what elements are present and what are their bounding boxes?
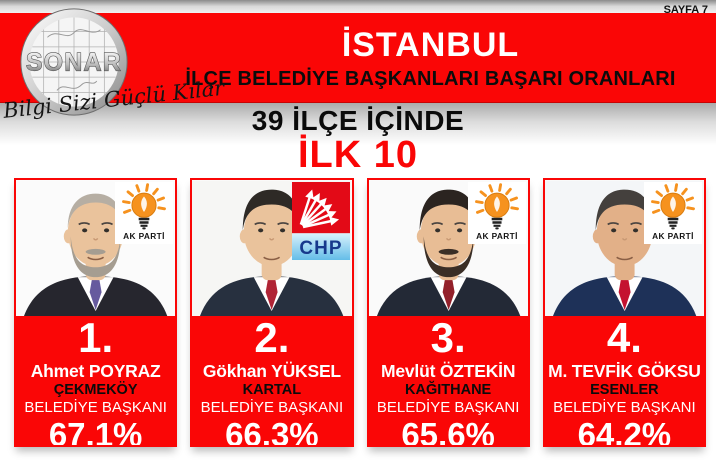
- sonar-logo: SONAR: [19, 7, 129, 117]
- mayor-photo: AK PARTİ: [16, 180, 176, 316]
- heading-line2: İLK 10: [297, 134, 419, 176]
- district-name: KARTAL: [242, 382, 302, 398]
- akparti-logo: AK PARTİ: [467, 182, 526, 244]
- district-name: KAĞITHANE: [405, 382, 492, 398]
- card-info: 4. M. TEVFİK GÖKSU ESENLER BELEDİYE BAŞK…: [544, 316, 704, 446]
- akparti-logo-icon: AK PARTİ: [115, 182, 174, 244]
- mayor-card: AK PARTİ 3. Mevlüt ÖZTEKİN KAĞITHANE BEL…: [366, 178, 530, 447]
- person-avatar: [16, 180, 176, 316]
- card-info: 3. Mevlüt ÖZTEKİN KAĞITHANE BELEDİYE BAŞ…: [368, 316, 528, 446]
- card-info: 1. Ahmet POYRAZ ÇEKMEKÖY BELEDİYE BAŞKAN…: [16, 316, 176, 446]
- mayor-photo: CHP: [192, 180, 352, 316]
- akparti-logo: AK PARTİ: [115, 182, 174, 244]
- success-rate: 66,3%: [225, 416, 319, 446]
- mayor-photo: AK PARTİ: [368, 180, 528, 316]
- mayor-cards-row: AK PARTİ 1. Ahmet POYRAZ ÇEKMEKÖY BELEDİ…: [14, 178, 706, 447]
- success-rate: 65,6%: [401, 416, 495, 446]
- svg-text:AK PARTİ: AK PARTİ: [476, 231, 518, 241]
- success-rate: 64,2%: [577, 416, 672, 446]
- rank-label: 4.: [606, 316, 642, 361]
- heading-line1: 39 İLÇE İÇİNDE: [251, 105, 465, 136]
- chp-logo-icon: CHP: [291, 182, 350, 261]
- mayor-card: AK PARTİ 4. M. TEVFİK GÖKSU ESENLER BELE…: [542, 178, 706, 447]
- mayor-name: Mevlüt ÖZTEKİN: [380, 361, 516, 381]
- gray-fade: [0, 103, 716, 145]
- mayor-card: CHP 2. Gökhan YÜKSEL KARTAL BELEDİYE BAŞ…: [190, 178, 354, 447]
- success-rate: 67,1%: [48, 416, 143, 446]
- mayor-photo: AK PARTİ: [544, 180, 704, 316]
- role-label: BELEDİYE BAŞKANI: [200, 399, 344, 416]
- akparti-logo: AK PARTİ: [644, 182, 702, 244]
- role-label: BELEDİYE BAŞKANI: [376, 399, 520, 416]
- sonar-globe-icon: SONAR: [20, 8, 128, 116]
- page-title: İSTANBUL: [341, 26, 520, 64]
- akparti-logo-icon: AK PARTİ: [467, 182, 526, 244]
- rank-label: 1.: [78, 316, 114, 361]
- akparti-logo-icon: AK PARTİ: [644, 182, 702, 244]
- district-name: ÇEKMEKÖY: [53, 382, 138, 398]
- role-label: BELEDİYE BAŞKANI: [24, 399, 167, 416]
- role-label: BELEDİYE BAŞKANI: [553, 399, 696, 416]
- rank-label: 2.: [254, 316, 290, 361]
- page-subtitle: İLÇE BELEDİYE BAŞKANLARI BAŞARI ORANLARI: [185, 68, 676, 90]
- svg-text:AK PARTİ: AK PARTİ: [123, 231, 165, 241]
- mayor-name: Ahmet POYRAZ: [30, 361, 161, 381]
- svg-text:CHP: CHP: [299, 238, 342, 259]
- svg-text:AK PARTİ: AK PARTİ: [652, 231, 694, 241]
- mayor-name: Gökhan YÜKSEL: [202, 361, 341, 381]
- rank-label: 3.: [430, 316, 466, 361]
- mayor-card: AK PARTİ 1. Ahmet POYRAZ ÇEKMEKÖY BELEDİ…: [14, 178, 178, 447]
- person-avatar: [544, 180, 704, 316]
- mayor-name: M. TEVFİK GÖKSU: [548, 361, 701, 381]
- district-name: ESENLER: [590, 382, 659, 398]
- svg-text:SONAR: SONAR: [26, 50, 122, 77]
- center-headings: 39 İLÇE İÇİNDE İLK 10: [0, 105, 716, 174]
- person-avatar: [368, 180, 528, 316]
- chp-logo: CHP: [291, 182, 350, 261]
- card-info: 2. Gökhan YÜKSEL KARTAL BELEDİYE BAŞKANI…: [192, 316, 352, 446]
